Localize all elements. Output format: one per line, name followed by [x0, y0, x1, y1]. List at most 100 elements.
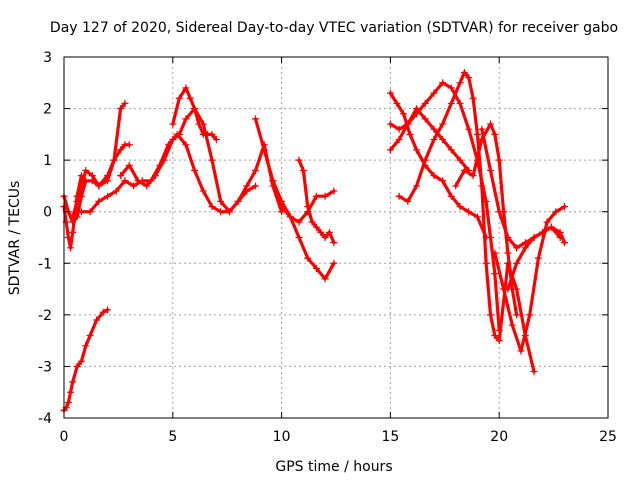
- series-trace-d: [69, 99, 129, 221]
- x-tick-label: 25: [599, 429, 617, 445]
- y-tick-label: -3: [38, 359, 52, 375]
- data-point-marker: [260, 146, 268, 154]
- data-point-marker: [243, 182, 251, 190]
- data-point-marker: [251, 182, 259, 190]
- data-point-marker: [530, 234, 538, 241]
- data-point-marker: [199, 187, 207, 195]
- data-point-marker: [399, 110, 407, 118]
- data-point-marker: [473, 130, 481, 138]
- data-point-marker: [421, 156, 429, 164]
- data-point-marker: [317, 228, 325, 236]
- data-point-marker: [73, 197, 81, 205]
- data-point-marker: [508, 321, 516, 329]
- data-point-marker: [77, 208, 85, 216]
- series-trace-line: [388, 91, 488, 240]
- data-point-marker: [395, 136, 403, 144]
- series-trace-line: [506, 225, 567, 291]
- data-point-marker: [143, 182, 151, 190]
- data-point-marker: [208, 130, 216, 138]
- data-point-marker: [312, 223, 320, 231]
- series-trace-f: [117, 105, 286, 216]
- data-point-marker: [495, 337, 503, 345]
- data-point-marker: [447, 84, 455, 92]
- data-point-marker: [491, 270, 499, 278]
- data-point-marker: [486, 311, 494, 319]
- data-point-marker: [321, 275, 329, 283]
- data-point-marker: [406, 130, 414, 138]
- data-point-marker: [117, 172, 125, 180]
- data-point-marker: [465, 74, 473, 82]
- data-point-marker: [495, 208, 503, 216]
- data-point-marker: [530, 368, 538, 376]
- data-point-marker: [112, 187, 120, 195]
- data-point-marker: [447, 192, 455, 200]
- data-point-marker: [169, 120, 177, 128]
- data-point-marker: [486, 166, 494, 174]
- data-point-marker: [64, 399, 72, 407]
- data-point-marker: [191, 166, 199, 174]
- data-point-marker: [95, 197, 103, 205]
- data-point-marker: [521, 244, 529, 252]
- data-point-marker: [543, 218, 551, 226]
- data-point-marker: [175, 130, 183, 138]
- data-point-marker: [117, 105, 125, 113]
- data-point-marker: [104, 177, 112, 185]
- grid-layer: [64, 57, 608, 418]
- data-point-marker: [456, 79, 464, 87]
- y-axis-label: SDTVAR / TECUs: [7, 181, 23, 296]
- data-point-marker: [321, 192, 329, 200]
- data-point-marker: [212, 136, 220, 144]
- data-point-marker: [121, 177, 129, 185]
- data-point-marker: [439, 136, 447, 144]
- data-point-marker: [482, 259, 490, 267]
- series-trace-line: [71, 101, 127, 219]
- data-point-marker: [69, 213, 77, 221]
- data-point-marker: [312, 264, 320, 272]
- data-point-marker: [560, 203, 568, 211]
- plot-frame: [63, 56, 609, 419]
- data-point-marker: [430, 136, 438, 144]
- data-point-marker: [547, 223, 555, 231]
- data-point-marker: [278, 197, 286, 205]
- series-trace-e: [77, 130, 259, 216]
- data-point-marker: [286, 213, 294, 221]
- series-trace-g: [169, 84, 220, 144]
- data-point-marker: [321, 234, 329, 241]
- data-point-marker: [82, 166, 90, 174]
- data-point-marker: [491, 130, 499, 138]
- data-point-marker: [452, 182, 460, 190]
- data-point-marker: [175, 94, 183, 102]
- data-point-marker: [182, 141, 190, 149]
- series-trace-line: [118, 106, 284, 214]
- data-point-marker: [195, 120, 203, 128]
- data-point-marker: [421, 99, 429, 107]
- tick-layer: -4 -3 -2 -1 0 1 2 3 0 5 10 15 20 25: [38, 50, 617, 445]
- data-point-marker: [460, 166, 468, 174]
- data-point-marker: [121, 99, 129, 107]
- y-tick-label: -4: [38, 411, 52, 427]
- series-trace-h: [251, 115, 338, 226]
- y-tick-label: 3: [43, 50, 52, 66]
- data-point-marker: [430, 89, 438, 97]
- data-point-marker: [104, 192, 112, 200]
- data-point-marker: [251, 166, 259, 174]
- data-point-marker: [395, 125, 403, 133]
- data-point-marker: [67, 244, 75, 252]
- data-point-marker: [500, 285, 508, 293]
- data-point-marker: [330, 187, 338, 195]
- chart-title: Day 127 of 2020, Sidereal Day-to-day VTE…: [50, 20, 618, 36]
- data-point-marker: [99, 308, 107, 316]
- series-trace-o: [452, 120, 521, 319]
- data-point-marker: [478, 182, 486, 190]
- data-point-marker: [251, 115, 259, 123]
- data-point-marker: [125, 141, 133, 149]
- data-point-marker: [465, 125, 473, 133]
- data-point-marker: [182, 84, 190, 92]
- y-tick-label: -2: [38, 308, 52, 324]
- data-point-marker: [64, 234, 72, 241]
- data-point-marker: [117, 146, 125, 154]
- data-point-marker: [504, 234, 512, 241]
- data-point-marker: [386, 146, 394, 154]
- data-point-marker: [69, 378, 77, 386]
